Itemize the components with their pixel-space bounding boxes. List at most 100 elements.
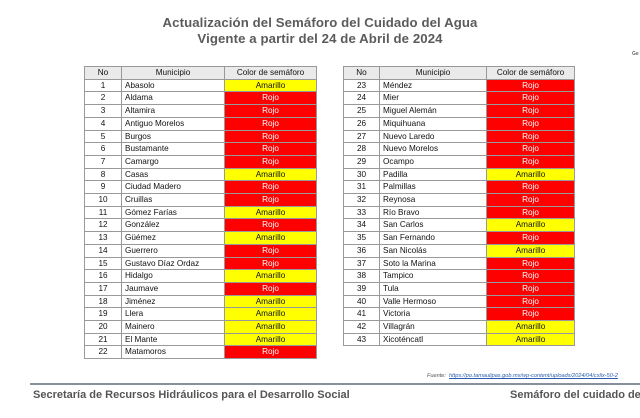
table-row: 8 Casas Amarillo [84,167,317,182]
row-number: 42 [343,320,380,334]
semaforo-color-cell: Rojo [224,116,317,131]
semaforo-color-cell: Rojo [486,142,575,156]
row-number: 6 [84,142,122,156]
municipio-name: San Nicolás [379,243,487,258]
row-number: 39 [343,281,380,296]
semaforo-color-cell: Rojo [486,269,575,283]
semaforo-color-cell: Rojo [486,91,575,106]
row-number: 15 [84,256,122,271]
table-row: 39 Tula Rojo [343,281,575,296]
header-municipio: Municipio [121,66,225,80]
table-row: 29 Ocampo Rojo [343,154,575,169]
table-row: 19 Llera Amarillo [84,307,317,322]
municipio-name: Abasolo [121,78,225,93]
table-row: 22 Matamoros Rojo [84,345,317,360]
table-row: 24 Mier Rojo [343,91,575,106]
table-header-row: No Municipio Color de semáforo [343,66,575,80]
source-note: Fuente: https://po.tamaulipas.gob.mx/wp-c… [427,373,618,379]
row-number: 36 [343,243,380,258]
municipio-name: Valle Hermoso [379,294,487,309]
municipio-name: Nuevo Morelos [379,142,487,156]
row-number: 3 [84,104,122,118]
semaforo-color-cell: Amarillo [224,205,317,220]
table-row: 13 Güémez Amarillo [84,231,317,245]
semaforo-color-cell: Rojo [486,281,575,296]
row-number: 25 [343,104,380,118]
semaforo-color-cell: Amarillo [224,332,317,347]
municipio-name: Río Bravo [379,205,487,220]
semaforo-color-cell: Rojo [224,104,317,118]
municipio-name: Palmillas [379,180,487,195]
row-number: 35 [343,231,380,245]
semaforo-color-cell: Amarillo [486,243,575,258]
row-number: 9 [84,180,122,195]
semaforo-color-cell: Rojo [224,154,317,169]
municipio-name: San Carlos [379,218,487,233]
row-number: 22 [84,345,122,360]
table-row: 33 Río Bravo Rojo [343,205,575,220]
row-number: 26 [343,116,380,131]
table-row: 31 Palmillas Rojo [343,180,575,195]
header-municipio: Municipio [379,66,487,80]
semaforo-color-cell: Rojo [486,154,575,169]
municipio-name: Tampico [379,269,487,283]
semaforo-color-cell: Rojo [486,129,575,144]
municipio-name: Aldama [121,91,225,106]
semaforo-color-cell: Amarillo [486,332,575,347]
table-row: 42 Villagrán Amarillo [343,320,575,334]
municipio-name: Villagrán [379,320,487,334]
document-subtitle: Vigente a partir del 24 de Abril de 2024 [197,31,443,46]
semaforo-color-cell: Rojo [224,243,317,258]
semaforo-color-cell: Amarillo [486,218,575,233]
semaforo-color-cell: Amarillo [224,294,317,309]
municipio-name: Cruillas [121,193,225,207]
table-row: 16 Hidalgo Amarillo [84,269,317,283]
row-number: 4 [84,116,122,131]
semaforo-color-cell: Amarillo [486,320,575,334]
semaforo-color-cell: Rojo [486,307,575,322]
row-number: 19 [84,307,122,322]
semaforo-color-cell: Rojo [224,180,317,195]
municipio-name: Casas [121,167,225,182]
source-link[interactable]: https://po.tamaulipas.gob.mx/wp-content/… [448,373,618,379]
table-row: 34 San Carlos Amarillo [343,218,575,233]
municipio-name: Méndez [379,78,487,93]
row-number: 28 [343,142,380,156]
row-number: 33 [343,205,380,220]
municipio-name: Guerrero [121,243,225,258]
municipio-name: Xicoténcatl [379,332,487,347]
semaforo-color-cell: Rojo [486,180,575,195]
header-color: Color de semáforo [224,66,317,80]
row-number: 34 [343,218,380,233]
municipio-name: Bustamante [121,142,225,156]
semaforo-color-cell: Amarillo [224,269,317,283]
municipio-name: Miquihuana [379,116,487,131]
row-number: 2 [84,91,122,106]
municipio-name: Mainero [121,320,225,334]
semaforo-color-cell: Rojo [224,218,317,233]
footer-title: Semáforo del cuidado del [510,389,640,401]
municipio-name: Reynosa [379,193,487,207]
municipio-name: Mier [379,91,487,106]
semaforo-color-cell: Rojo [486,104,575,118]
municipio-name: Padilla [379,167,487,182]
semaforo-table-right: No Municipio Color de semáforo 23 Méndez R… [343,66,575,347]
semaforo-color-cell: Rojo [224,193,317,207]
table-row: 12 González Rojo [84,218,317,233]
row-number: 10 [84,193,122,207]
row-number: 16 [84,269,122,283]
semaforo-color-cell: Rojo [224,345,317,360]
row-number: 30 [343,167,380,182]
table-row: 41 Victoria Rojo [343,307,575,322]
table-row: 28 Nuevo Morelos Rojo [343,142,575,156]
table-row: 9 Ciudad Madero Rojo [84,180,317,195]
semaforo-color-cell: Rojo [224,91,317,106]
table-row: 5 Burgos Rojo [84,129,317,144]
row-number: 17 [84,281,122,296]
table-header-row: No Municipio Color de semáforo [84,66,317,80]
row-number: 5 [84,129,122,144]
semaforo-color-cell: Rojo [224,142,317,156]
row-number: 43 [343,332,380,347]
table-row: 6 Bustamante Rojo [84,142,317,156]
row-number: 7 [84,154,122,169]
